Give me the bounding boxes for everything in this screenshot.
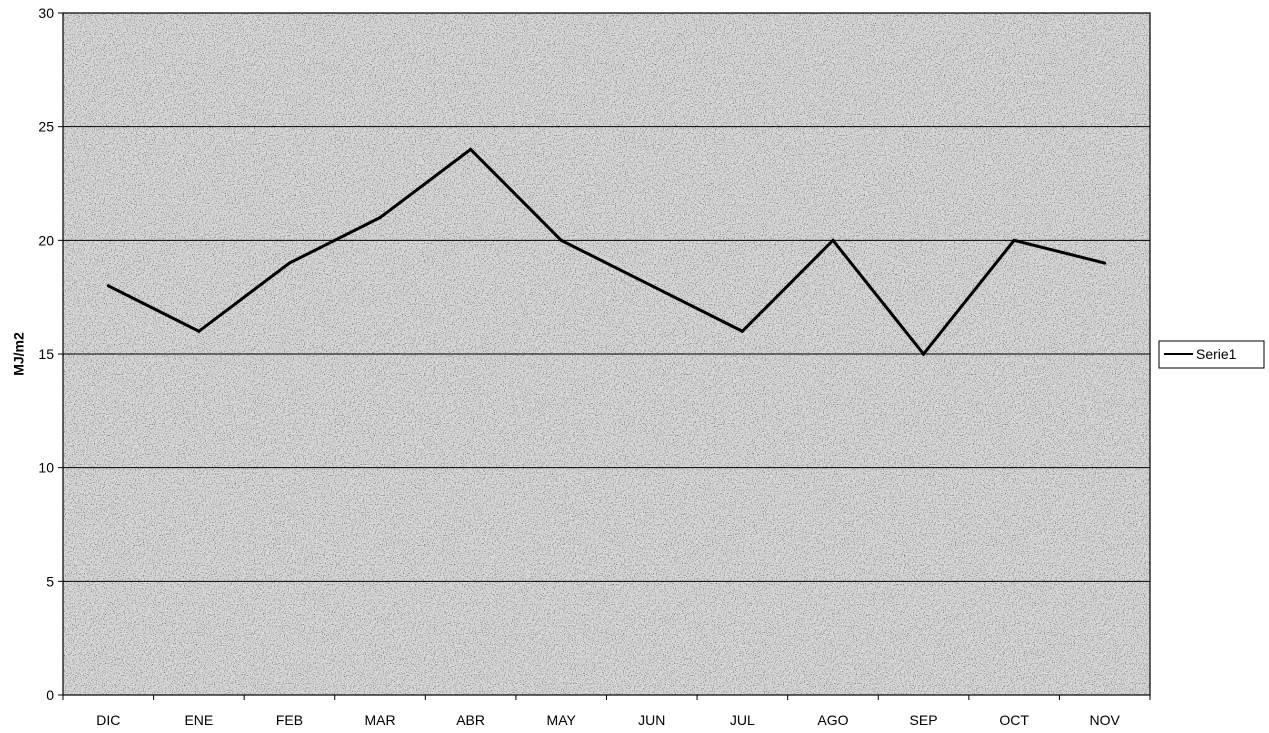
x-tick-label-oct: OCT bbox=[999, 712, 1029, 728]
data-point-dic bbox=[106, 284, 110, 288]
x-tick-label-jul: JUL bbox=[730, 712, 755, 728]
data-point-jun bbox=[650, 284, 654, 288]
legend-label-serie1: Serie1 bbox=[1196, 346, 1237, 362]
y-axis: 0 5 10 15 20 25 30 bbox=[38, 5, 63, 703]
data-point-oct bbox=[1012, 238, 1016, 242]
x-tick-label-mar: MAR bbox=[364, 712, 395, 728]
series-group bbox=[106, 147, 1107, 357]
data-point-jul bbox=[740, 329, 744, 333]
data-point-ene bbox=[197, 329, 201, 333]
x-tick-label-nov: NOV bbox=[1090, 712, 1121, 728]
x-axis: DIC ENE FEB MAR ABR MAY JUN JUL AGO SEP OCT NOV bbox=[62, 695, 1151, 728]
data-point-feb bbox=[287, 261, 291, 265]
series-line-serie1 bbox=[107, 147, 1106, 357]
gridlines bbox=[63, 126, 1150, 582]
y-tick-label: 10 bbox=[38, 460, 54, 476]
y-tick-label: 0 bbox=[46, 687, 54, 703]
data-point-nov bbox=[1103, 261, 1107, 265]
x-tick-label-feb: FEB bbox=[276, 712, 303, 728]
x-tick-label-ago: AGO bbox=[817, 712, 848, 728]
data-point-mar bbox=[378, 216, 382, 220]
x-tick-label-abr: ABR bbox=[456, 712, 485, 728]
data-point-ago bbox=[831, 238, 835, 242]
y-tick-label: 20 bbox=[38, 232, 54, 248]
data-point-sep bbox=[922, 352, 926, 356]
x-tick-label-dic: DIC bbox=[96, 712, 120, 728]
data-point-abr bbox=[469, 147, 473, 151]
legend: Serie1 bbox=[1158, 340, 1265, 369]
y-tick-label: 30 bbox=[38, 5, 54, 21]
y-tick-label: 25 bbox=[38, 119, 54, 135]
x-tick-label-jun: JUN bbox=[638, 712, 665, 728]
y-tick-label: 15 bbox=[38, 346, 54, 362]
x-tick-label-ene: ENE bbox=[184, 712, 213, 728]
x-tick-label-may: MAY bbox=[547, 712, 577, 728]
y-axis-title: MJ/m2 bbox=[11, 332, 27, 376]
data-point-may bbox=[559, 238, 563, 242]
y-tick-label: 5 bbox=[46, 573, 54, 589]
x-tick-label-sep: SEP bbox=[910, 712, 938, 728]
